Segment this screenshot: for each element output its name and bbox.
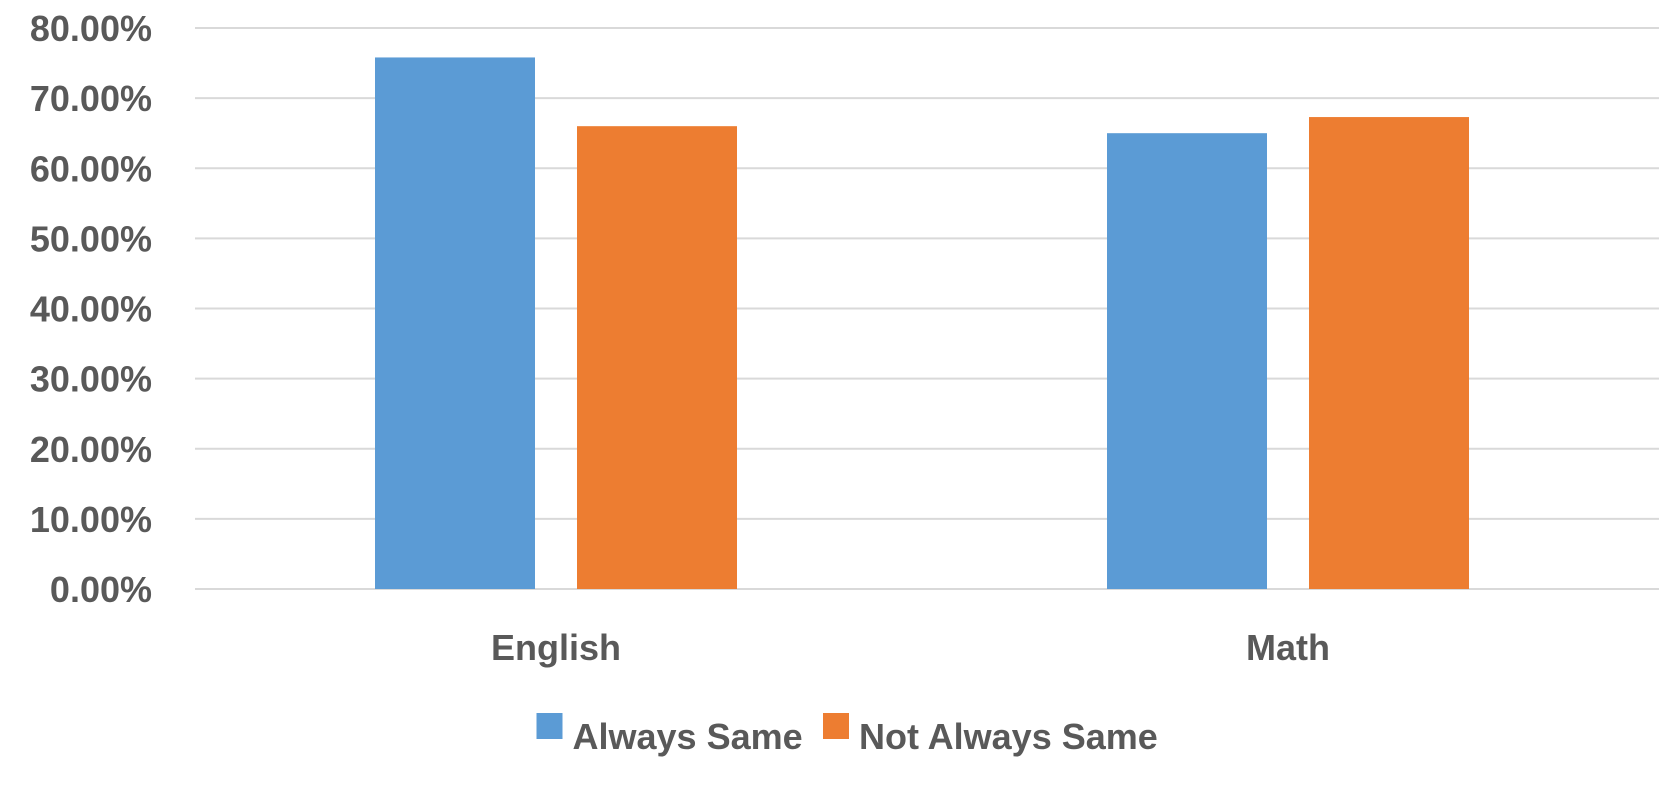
y-tick-label: 20.00% <box>30 429 152 470</box>
bar-math-always-same <box>1107 133 1267 589</box>
legend-item-not-always-same: Not Always Same <box>823 713 1158 757</box>
y-tick-label: 80.00% <box>30 8 152 49</box>
legend-label: Always Same <box>573 716 803 757</box>
bars <box>375 57 1469 590</box>
x-category-label: English <box>491 627 621 668</box>
legend-swatch <box>823 713 849 739</box>
bar-english-always-same <box>375 57 535 589</box>
y-tick-label: 60.00% <box>30 148 152 189</box>
x-axis-category-labels: English Math <box>491 627 1330 668</box>
legend-label: Not Always Same <box>859 716 1158 757</box>
legend: Always Same Not Always Same <box>536 713 1158 757</box>
bar-english-not-always-same <box>577 126 737 590</box>
x-category-label: Math <box>1246 627 1330 668</box>
legend-item-always-same: Always Same <box>536 713 803 757</box>
y-tick-label: 10.00% <box>30 499 152 540</box>
y-tick-label: 50.00% <box>30 218 152 259</box>
y-axis-tick-labels: 0.00% 10.00% 20.00% 30.00% 40.00% 50.00% 60.00… <box>30 8 152 610</box>
legend-swatch <box>536 713 563 739</box>
y-tick-label: 30.00% <box>30 359 152 400</box>
y-tick-label: 70.00% <box>30 78 152 119</box>
bar-math-not-always-same <box>1309 117 1469 589</box>
y-tick-label: 0.00% <box>50 569 152 610</box>
y-tick-label: 40.00% <box>30 289 152 330</box>
